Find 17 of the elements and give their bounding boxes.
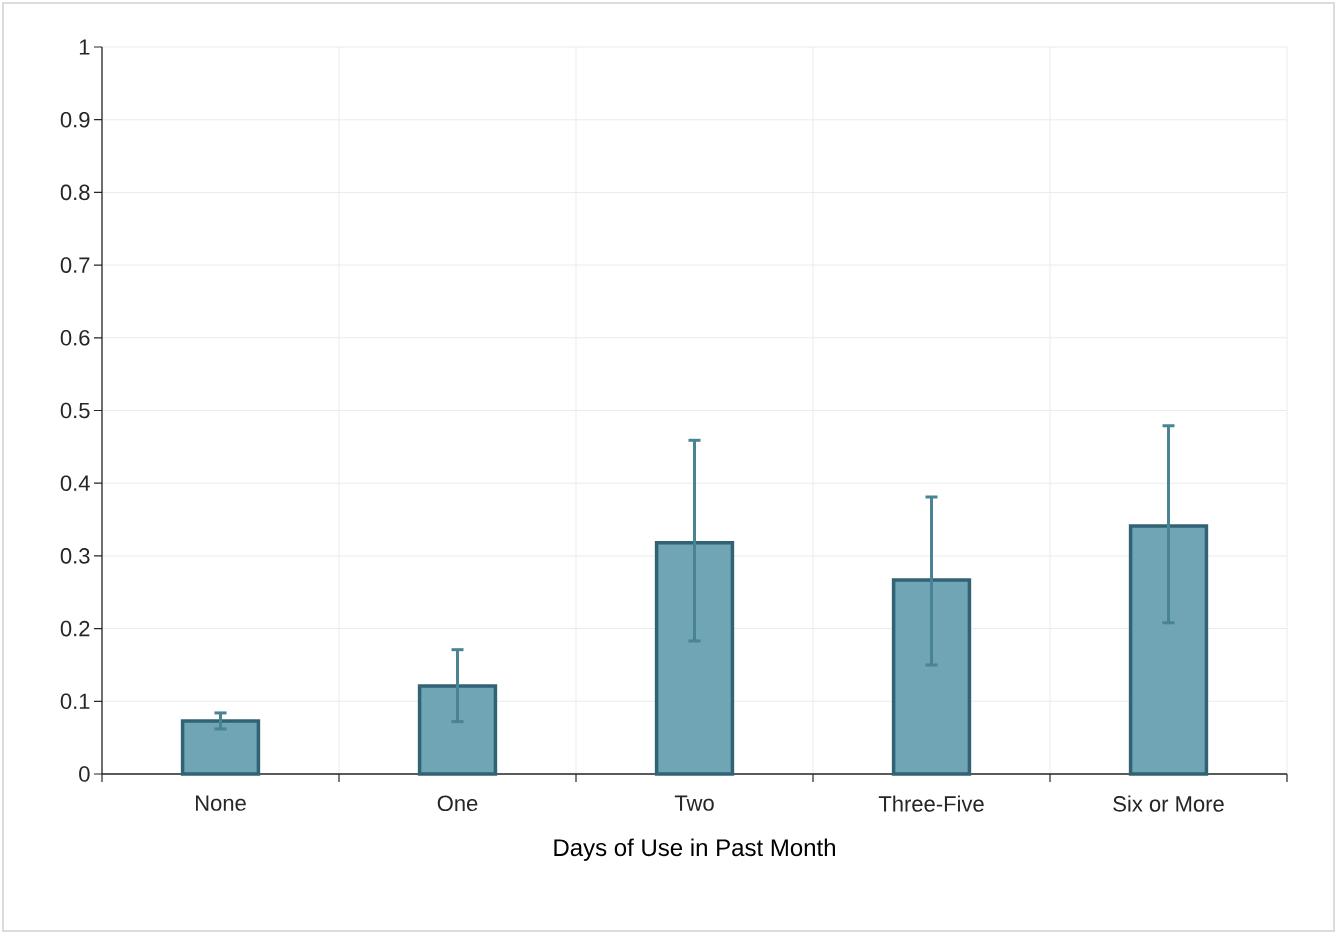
y-tick-label: 0.3 (60, 548, 90, 564)
x-tick-label: Six or More (1113, 795, 1224, 812)
y-tick-label: 0.4 (60, 475, 90, 491)
y-tick-label: 0.6 (60, 330, 90, 346)
x-tick-label: One (437, 795, 478, 812)
y-tick-label: 0.9 (60, 111, 90, 128)
x-tick-label: Three-Five (878, 795, 984, 812)
x-tick-label: None (196, 795, 246, 811)
y-tick-label: 0.1 (60, 693, 90, 710)
y-tick-label: 0.8 (60, 184, 90, 201)
y-tick-label: 0.5 (60, 402, 90, 419)
y-tick-label: 0.2 (60, 620, 90, 637)
x-axis-title: Days of Use in Past Month (554, 838, 835, 861)
x-tick-label: Two (674, 795, 714, 811)
y-tick-label: 0 (79, 766, 90, 782)
y-tick-label: 1 (79, 39, 90, 55)
y-tick-label: 0.7 (60, 257, 90, 273)
